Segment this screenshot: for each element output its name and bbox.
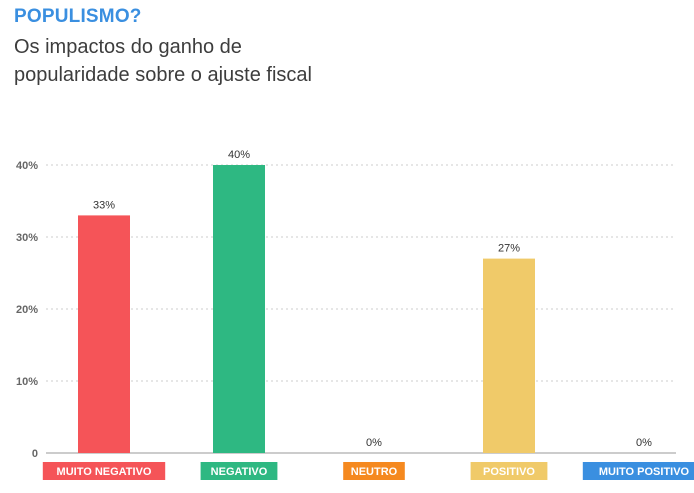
data-label: 33%	[93, 199, 115, 211]
data-label: 40%	[228, 149, 250, 161]
y-tick-label: 0	[32, 448, 38, 460]
bar	[483, 258, 535, 453]
category-badge	[343, 462, 405, 480]
data-label: 0%	[636, 437, 652, 449]
category-label: NEUTRO	[351, 466, 398, 478]
category-badge	[582, 462, 694, 480]
category-label: POSITIVO	[483, 466, 535, 478]
bars	[78, 165, 535, 453]
category-label: MUITO NEGATIVO	[57, 466, 152, 478]
category-badge	[42, 462, 166, 480]
y-tick-label: 10%	[16, 376, 38, 388]
bar	[213, 165, 265, 453]
category-label: MUITO POSITIVO	[599, 466, 690, 478]
category-badge	[470, 462, 548, 480]
bar	[78, 215, 130, 453]
data-label: 0%	[366, 437, 382, 449]
chart-kicker: POPULISMO?	[14, 6, 142, 27]
y-axis-ticks: 0 10% 20% 30% 40%	[16, 160, 38, 460]
category-labels: MUITO NEGATIVO NEGATIVO NEUTRO POSITIVO MUIT…	[42, 462, 694, 480]
category-badge	[200, 462, 278, 480]
data-label: 27%	[498, 243, 520, 255]
grid-lines	[46, 164, 676, 454]
chart-title: Os impactos do ganho de popularidade sob…	[14, 36, 312, 86]
y-tick-label: 20%	[16, 304, 38, 316]
data-labels: 33% 40% 0% 27% 0%	[93, 149, 652, 449]
category-label: NEGATIVO	[211, 466, 268, 478]
y-tick-label: 30%	[16, 232, 38, 244]
y-tick-label: 40%	[16, 160, 38, 172]
